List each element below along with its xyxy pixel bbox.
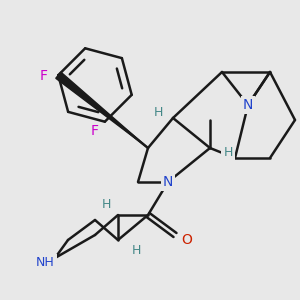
Text: H: H	[223, 146, 233, 160]
Text: F: F	[40, 69, 48, 83]
Text: H: H	[131, 244, 141, 256]
Text: N: N	[243, 98, 253, 112]
Text: H: H	[101, 199, 111, 212]
Polygon shape	[56, 72, 148, 148]
Text: N: N	[163, 175, 173, 189]
Text: NH: NH	[36, 256, 54, 269]
Text: F: F	[91, 124, 99, 138]
Text: H: H	[153, 106, 163, 119]
Text: O: O	[182, 233, 192, 247]
